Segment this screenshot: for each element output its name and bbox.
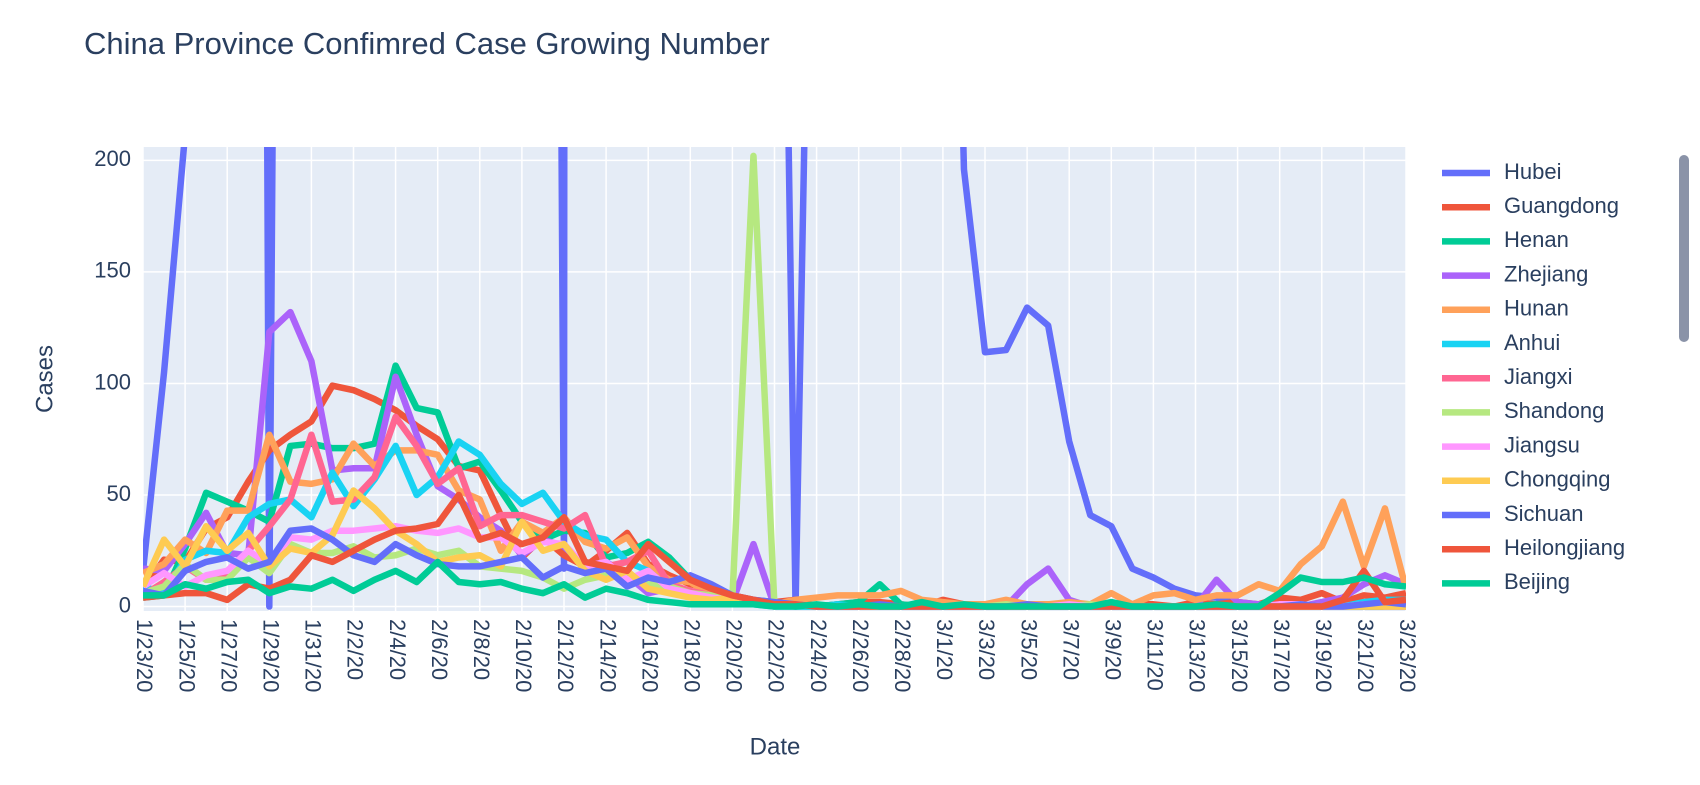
grid: 0 50 100 150 200 1/23/20 1/25/20 1/27/20 1/29/20… — [94, 146, 1420, 692]
x-tick-label: 2/8/20 — [469, 619, 494, 680]
x-tick-label: 1/23/20 — [132, 619, 157, 692]
x-tick-label: 3/23/20 — [1395, 619, 1420, 692]
x-tick-label: 2/2/20 — [343, 619, 368, 680]
x-tick-label: 2/16/20 — [637, 619, 662, 692]
x-tick-label: 1/27/20 — [216, 619, 241, 692]
x-tick-label: 3/13/20 — [1185, 619, 1210, 692]
legend-label: Jiangxi — [1504, 364, 1572, 389]
x-tick-label: 3/15/20 — [1227, 619, 1252, 692]
x-tick-label: 1/31/20 — [301, 619, 326, 692]
legend-label: Hunan — [1504, 296, 1569, 321]
legend: Hubei Guangdong Henan Zhejiang Hunan Anhui Jia… — [1442, 159, 1625, 594]
legend-label: Hubei — [1504, 159, 1561, 184]
x-tick-label: 2/24/20 — [806, 619, 831, 692]
x-tick-label: 2/10/20 — [511, 619, 536, 692]
x-tick-label: 2/20/20 — [722, 619, 747, 692]
chart-title: China Province Confimred Case Growing Nu… — [84, 26, 770, 61]
x-tick-label: 3/3/20 — [974, 619, 999, 680]
x-tick-label: 2/28/20 — [890, 619, 915, 692]
legend-label: Beijing — [1504, 569, 1570, 594]
legend-label: Henan — [1504, 227, 1569, 252]
x-tick-label: 2/12/20 — [553, 619, 578, 692]
legend-label: Zhejiang — [1504, 261, 1588, 286]
x-tick-label: 3/9/20 — [1100, 619, 1125, 680]
x-tick-label: 2/14/20 — [595, 619, 620, 692]
legend-label: Shandong — [1504, 398, 1604, 423]
x-tick-label: 3/1/20 — [932, 619, 957, 680]
y-tick-label: 0 — [119, 592, 131, 617]
y-tick-label: 150 — [94, 258, 131, 283]
x-tick-label: 2/6/20 — [427, 619, 452, 680]
x-tick-label: 2/22/20 — [764, 619, 789, 692]
x-tick-label: 3/19/20 — [1311, 619, 1336, 692]
series-line — [143, 558, 1406, 610]
x-tick-label: 2/4/20 — [385, 619, 410, 680]
legend-label: Jiangsu — [1504, 432, 1580, 457]
x-tick-label: 2/26/20 — [848, 619, 873, 692]
y-axis-label: Cases — [31, 345, 58, 413]
x-axis-label: Date — [750, 733, 801, 760]
x-tick-label: 3/21/20 — [1353, 619, 1378, 692]
y-tick-label: 50 — [107, 481, 131, 506]
series-line — [143, 147, 1406, 610]
x-tick-label: 3/11/20 — [1143, 619, 1168, 691]
x-tick-label: 2/18/20 — [679, 619, 704, 692]
y-tick-label: 200 — [94, 146, 131, 171]
x-tick-label: 1/29/20 — [258, 619, 283, 692]
x-tick-label: 3/5/20 — [1016, 619, 1041, 680]
legend-label: Chongqing — [1504, 467, 1610, 492]
legend-label: Sichuan — [1504, 501, 1584, 526]
legend-scrollbar[interactable] — [1679, 155, 1689, 342]
y-tick-label: 100 — [94, 369, 131, 394]
x-tick-label: 3/7/20 — [1058, 619, 1083, 680]
x-tick-label: 1/25/20 — [174, 619, 199, 692]
legend-label: Anhui — [1504, 330, 1560, 355]
legend-label: Guangdong — [1504, 193, 1619, 218]
legend-label: Heilongjiang — [1504, 535, 1625, 560]
plot-lines — [143, 147, 1406, 610]
x-tick-label: 3/17/20 — [1269, 619, 1294, 692]
